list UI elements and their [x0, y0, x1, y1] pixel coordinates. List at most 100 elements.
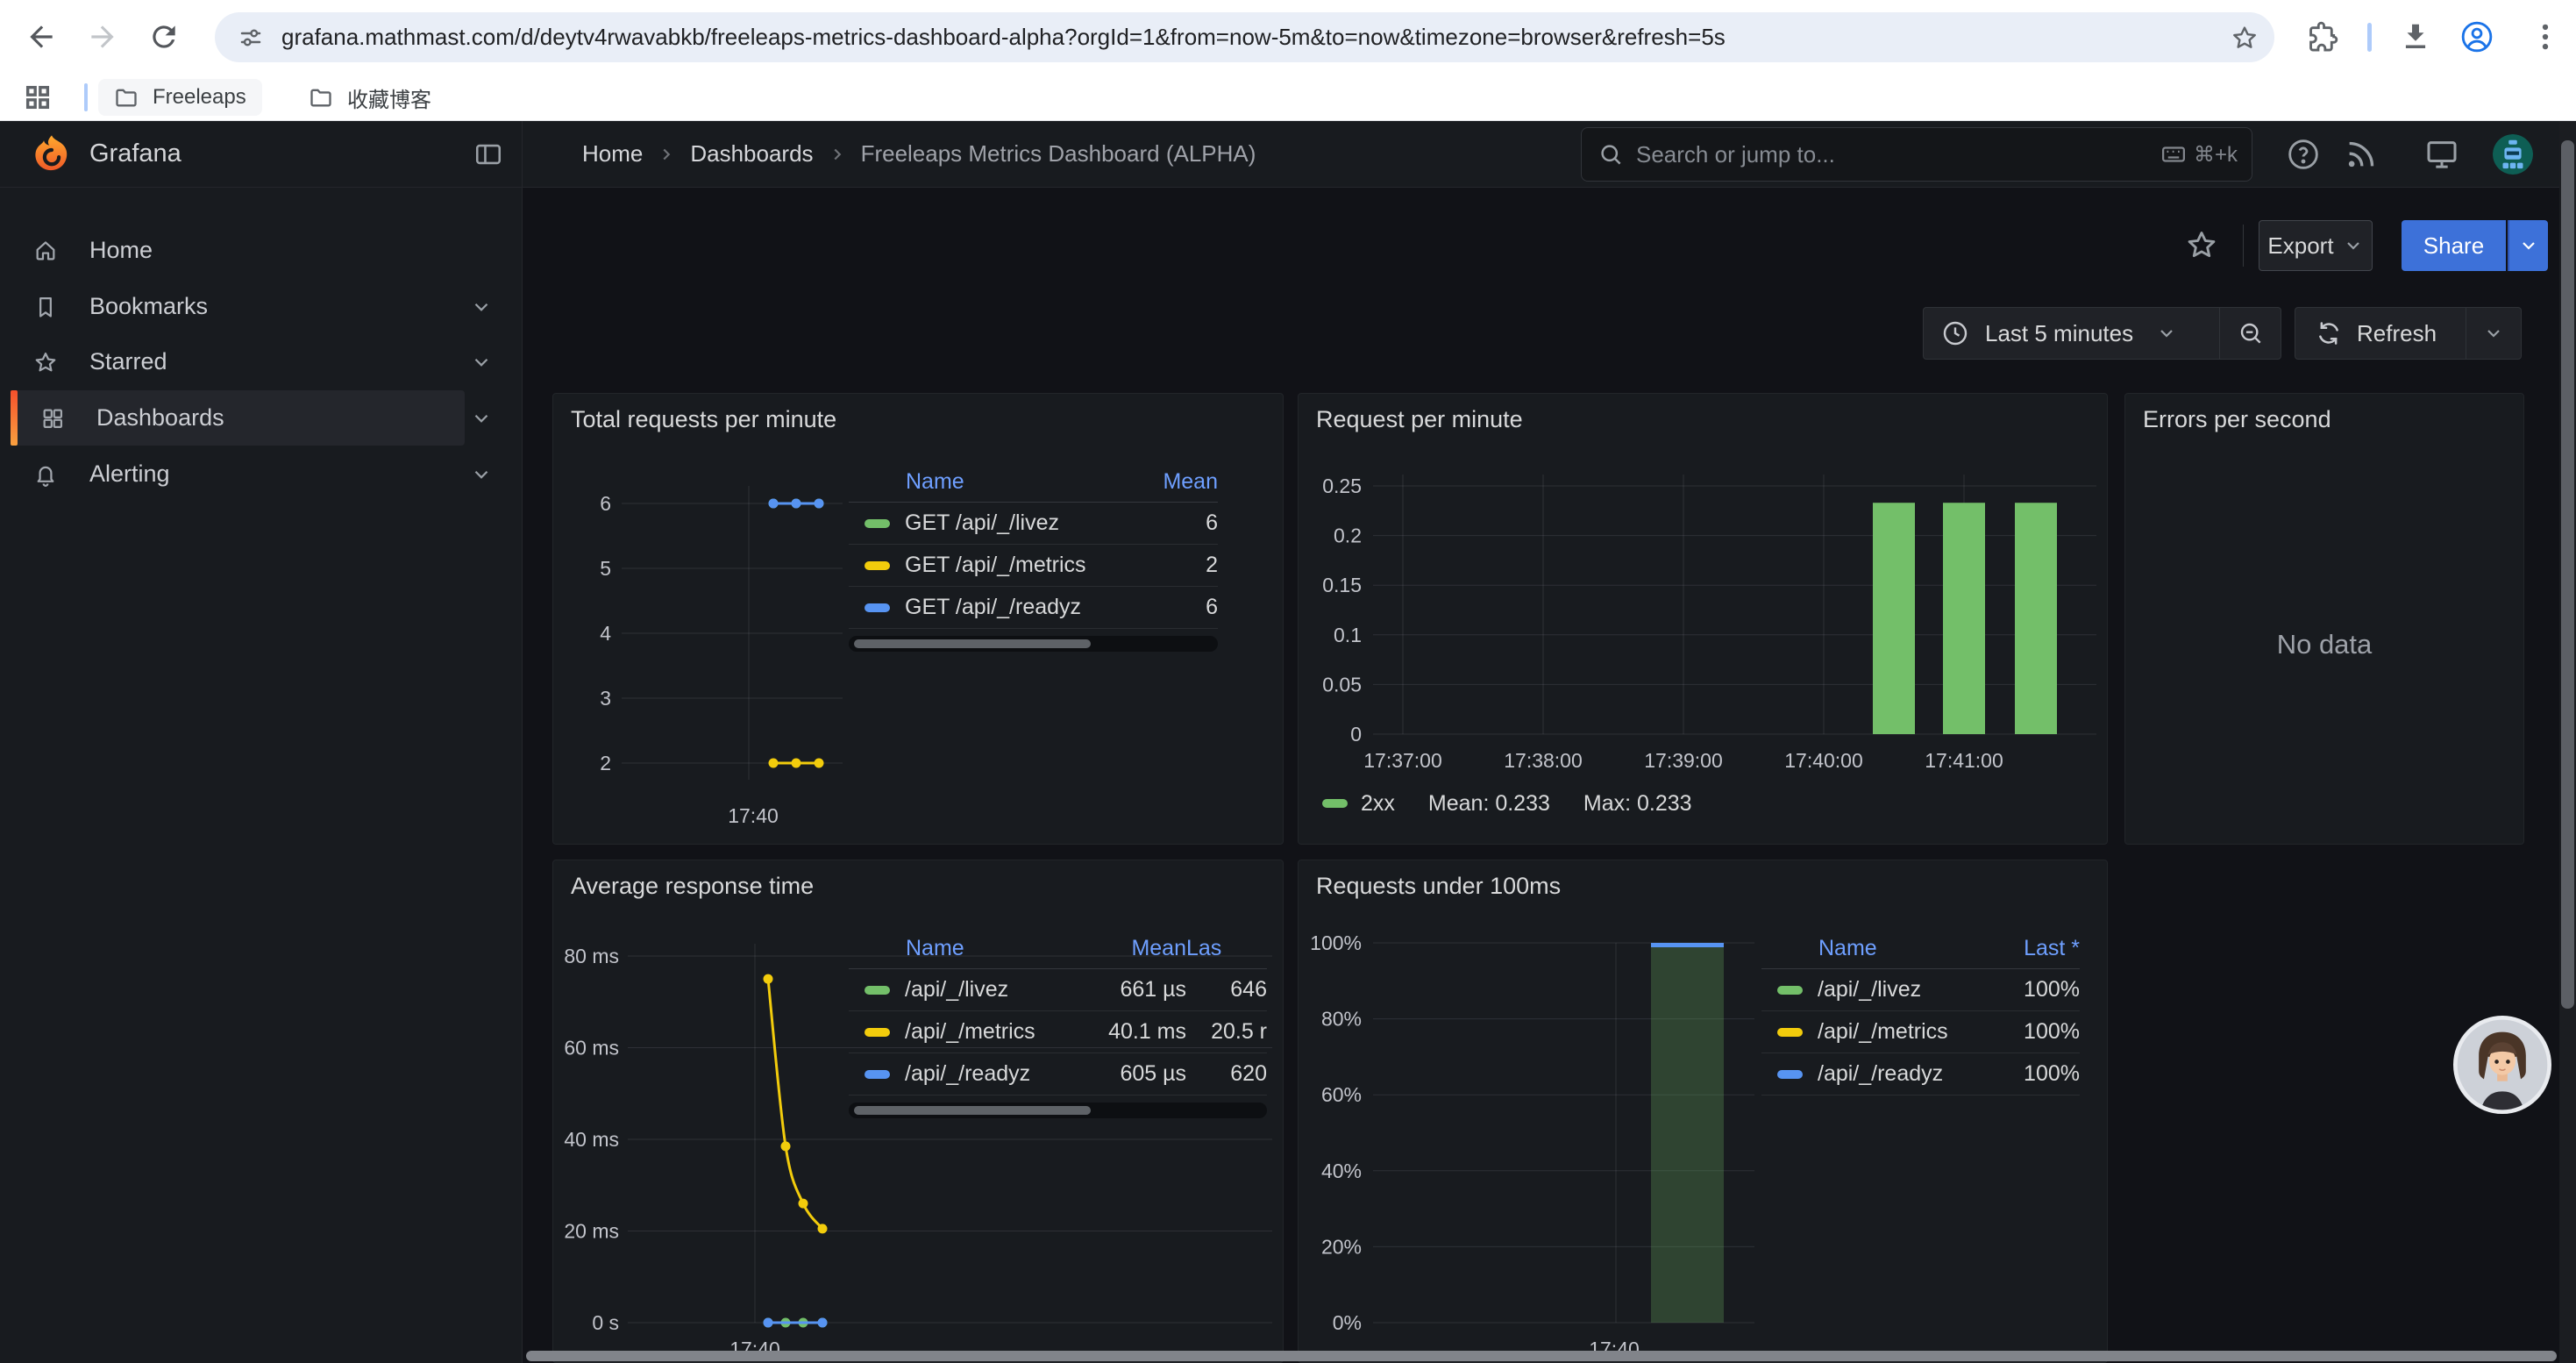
- sidebar-item-label: Starred: [89, 348, 167, 375]
- sidebar-item-alerting[interactable]: Alerting: [11, 446, 491, 502]
- sidebar-item-starred[interactable]: Starred: [11, 334, 491, 389]
- horizontal-scrollbar-thumb[interactable]: [526, 1351, 2557, 1361]
- bookmark-folder-freeleaps[interactable]: Freeleaps: [98, 79, 262, 116]
- legend-value: 661 µs: [1055, 977, 1186, 1003]
- downloads-icon[interactable]: [2399, 20, 2432, 54]
- request-per-minute-legend[interactable]: 2xx Mean: 0.233 Max: 0.233: [1322, 790, 1692, 817]
- apps-grid-icon[interactable]: [23, 82, 53, 112]
- refresh-label: Refresh: [2357, 320, 2437, 347]
- time-range-button[interactable]: Last 5 minutes: [1924, 308, 2219, 359]
- header-divider: [2243, 225, 2244, 267]
- search-bar[interactable]: ⌘+k: [1581, 127, 2252, 182]
- floating-avatar[interactable]: [2453, 1016, 2551, 1114]
- grafana-brand[interactable]: Grafana: [89, 121, 181, 187]
- legend-column-header[interactable]: Last *: [1975, 936, 2080, 961]
- svg-text:5: 5: [600, 557, 611, 580]
- legend-column-header[interactable]: Mean: [1113, 469, 1218, 495]
- svg-text:40%: 40%: [1321, 1160, 1362, 1182]
- legend-row[interactable]: /api/_/livez661 µs646: [849, 969, 1267, 1011]
- legend-row[interactable]: GET /api/_/livez6: [849, 503, 1218, 545]
- sidebar-item-dashboards[interactable]: Dashboards: [11, 390, 465, 446]
- series-name[interactable]: 2xx: [1361, 791, 1395, 817]
- share-menu-button[interactable]: [2508, 220, 2548, 271]
- legend-column-header[interactable]: Name: [849, 469, 1113, 495]
- legend-row[interactable]: /api/_/readyz605 µs620: [849, 1053, 1267, 1095]
- bookmark-folder-label: 收藏博客: [347, 82, 431, 113]
- legend-value: 100%: [1975, 977, 2080, 1003]
- forward-icon[interactable]: [86, 20, 119, 54]
- toolbar-divider: [2367, 23, 2372, 52]
- series-name: /api/_/readyz: [1818, 1061, 1943, 1087]
- series-name: /api/_/metrics: [905, 1019, 1035, 1045]
- browser-menu-icon[interactable]: [2529, 20, 2562, 54]
- panel-average-response-time: Average response time 80 ms60 ms40 ms20 …: [552, 860, 1284, 1363]
- legend-row[interactable]: GET /api/_/metrics2: [849, 545, 1218, 587]
- favorite-dashboard-icon[interactable]: [2185, 228, 2218, 261]
- legend-value: 605 µs: [1055, 1061, 1186, 1087]
- zoom-out-button[interactable]: [2220, 308, 2281, 359]
- legend-row[interactable]: /api/_/livez100%: [1761, 969, 2080, 1011]
- monitor-icon[interactable]: [2424, 137, 2459, 172]
- breadcrumb-home[interactable]: Home: [582, 140, 643, 168]
- export-button[interactable]: Export: [2259, 220, 2373, 271]
- svg-text:60%: 60%: [1321, 1083, 1362, 1106]
- legend-scrollbar-thumb[interactable]: [854, 639, 1091, 648]
- grafana-logo[interactable]: [30, 132, 74, 176]
- profile-icon[interactable]: [2460, 20, 2494, 54]
- svg-text:20 ms: 20 ms: [564, 1220, 619, 1243]
- sidebar-item-bookmarks[interactable]: Bookmarks: [11, 279, 491, 334]
- vertical-scrollbar-thumb[interactable]: [2561, 140, 2574, 1009]
- help-icon[interactable]: [2286, 137, 2321, 172]
- time-range-label: Last 5 minutes: [1985, 320, 2133, 347]
- refresh-button[interactable]: Refresh: [2295, 308, 2466, 359]
- panel-request-per-minute: Request per minute 0.250.20.150.10.05017…: [1298, 393, 2108, 845]
- reload-icon[interactable]: [147, 20, 181, 54]
- average-response-time-legend: NameMeanLas/api/_/livez661 µs646/api/_/m…: [849, 929, 1267, 1118]
- site-settings-icon[interactable]: [238, 25, 264, 51]
- legend-value: 100%: [1975, 1061, 2080, 1087]
- panel-errors-per-second: Errors per second No data: [2124, 393, 2524, 845]
- vertical-scrollbar[interactable]: [2559, 121, 2576, 1363]
- chevron-down-icon[interactable]: [470, 351, 493, 374]
- search-input[interactable]: [1636, 141, 2160, 168]
- legend-scrollbar-thumb[interactable]: [854, 1106, 1091, 1115]
- rss-icon[interactable]: [2344, 137, 2379, 172]
- request-per-minute-chart-area[interactable]: 0.250.20.150.10.05017:37:0017:38:0017:39…: [1299, 394, 2107, 844]
- total-requests-legend: NameMean GET /api/_/livez6GET /api/_/metr…: [849, 462, 1267, 652]
- url-bar[interactable]: grafana.mathmast.com/d/deytv4rwavabkb/fr…: [215, 12, 2274, 62]
- legend-scrollbar[interactable]: [849, 1103, 1267, 1118]
- legend-scrollbar[interactable]: [849, 636, 1218, 652]
- series-color-pill: [1777, 1070, 1803, 1079]
- legend-column-header[interactable]: Name: [849, 936, 1055, 961]
- series-color-pill: [865, 561, 890, 570]
- legend-row[interactable]: /api/_/metrics40.1 ms20.5 r: [849, 1011, 1267, 1053]
- breadcrumb-dashboards[interactable]: Dashboards: [690, 140, 813, 168]
- series-max: Max: 0.233: [1583, 791, 1692, 817]
- refresh-interval-button[interactable]: [2466, 308, 2521, 359]
- legend-column-header[interactable]: Mean: [1055, 936, 1186, 961]
- sidebar-collapse-icon[interactable]: [473, 139, 503, 169]
- chevron-down-icon[interactable]: [470, 407, 493, 430]
- legend-row[interactable]: /api/_/metrics100%: [1761, 1011, 2080, 1053]
- sidebar-item-label: Home: [89, 237, 153, 264]
- back-icon[interactable]: [25, 20, 58, 54]
- user-avatar[interactable]: [2493, 134, 2533, 175]
- chevron-down-icon[interactable]: [470, 296, 493, 318]
- sidebar-item-home[interactable]: Home: [11, 223, 491, 278]
- chevron-right-icon: [828, 145, 847, 164]
- bookmark-star-icon[interactable]: [2231, 24, 2259, 52]
- url-text[interactable]: grafana.mathmast.com/d/deytv4rwavabkb/fr…: [281, 12, 2237, 62]
- svg-text:4: 4: [600, 622, 611, 645]
- legend-value: 100%: [1975, 1019, 2080, 1045]
- legend-row[interactable]: GET /api/_/readyz6: [849, 587, 1218, 629]
- share-button[interactable]: Share: [2402, 220, 2506, 271]
- sidebar-item-label: Dashboards: [96, 404, 224, 432]
- extensions-icon[interactable]: [2306, 20, 2339, 54]
- bookmark-folder-blogs[interactable]: 收藏博客: [293, 79, 447, 116]
- series-mean: Mean: 0.233: [1428, 791, 1550, 817]
- legend-row[interactable]: /api/_/readyz 100%: [1761, 1053, 2080, 1095]
- panel-title[interactable]: Errors per second: [2143, 406, 2331, 433]
- legend-column-header[interactable]: Las: [1186, 936, 1267, 961]
- legend-column-header[interactable]: Name: [1761, 936, 1975, 961]
- chevron-down-icon[interactable]: [470, 463, 493, 486]
